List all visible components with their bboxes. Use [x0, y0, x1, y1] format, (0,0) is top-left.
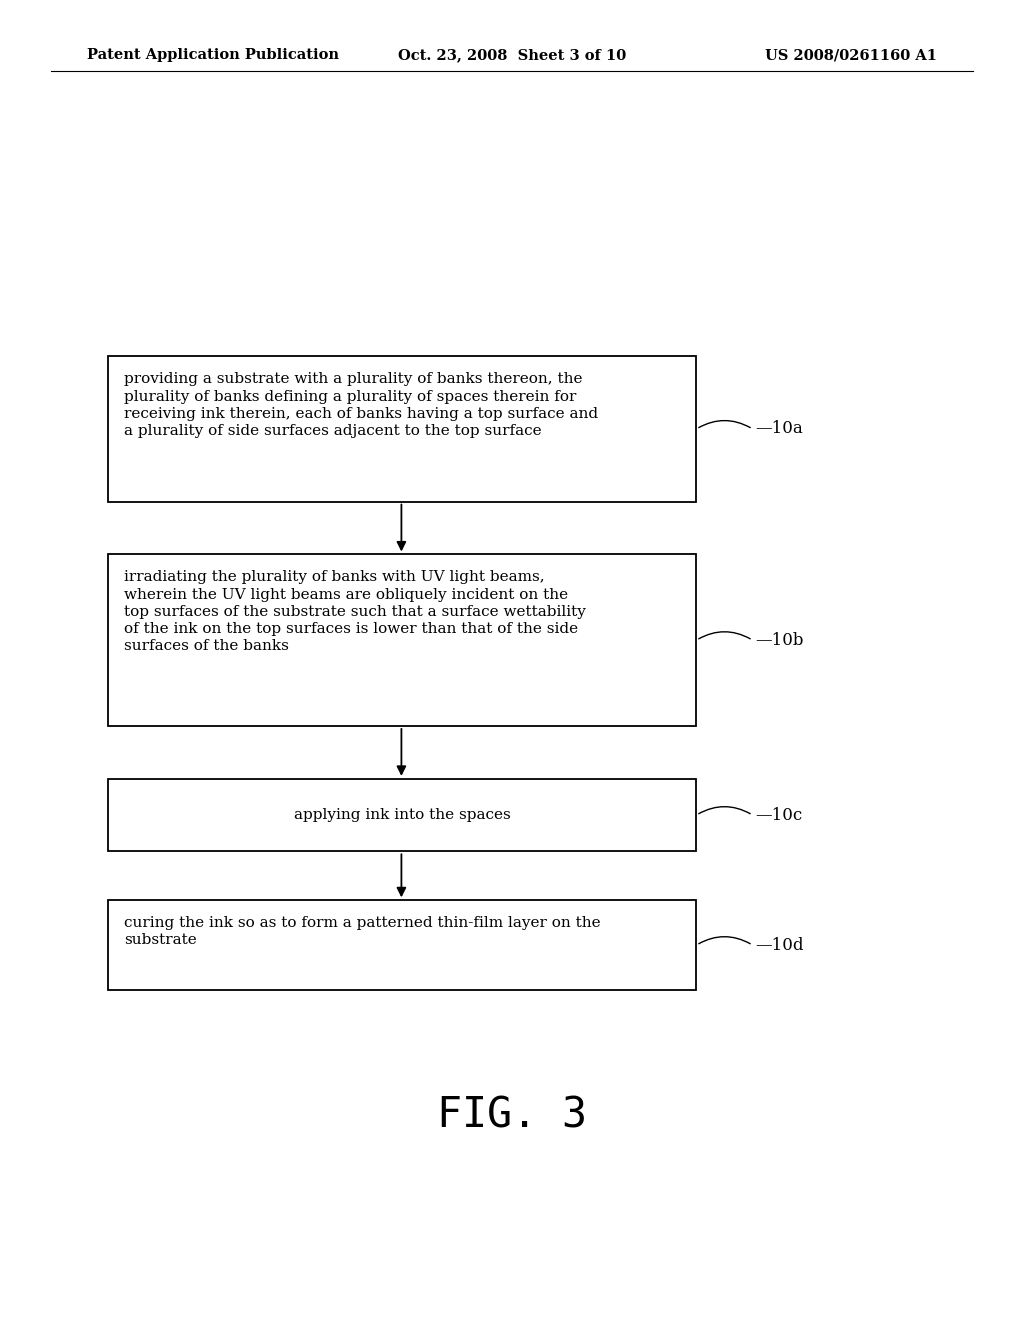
Text: irradiating the plurality of banks with UV light beams,
wherein the UV light bea: irradiating the plurality of banks with … — [124, 570, 586, 653]
Text: curing the ink so as to form a patterned thin-film layer on the
substrate: curing the ink so as to form a patterned… — [124, 916, 600, 948]
Bar — [108, 356, 696, 502]
Bar — [108, 554, 696, 726]
Text: —10c: —10c — [756, 807, 803, 824]
Text: —10d: —10d — [756, 937, 804, 953]
Bar — [108, 900, 696, 990]
Text: providing a substrate with a plurality of banks thereon, the
plurality of banks : providing a substrate with a plurality o… — [124, 372, 598, 438]
Text: Oct. 23, 2008  Sheet 3 of 10: Oct. 23, 2008 Sheet 3 of 10 — [398, 49, 626, 62]
Text: Patent Application Publication: Patent Application Publication — [87, 49, 339, 62]
Text: FIG. 3: FIG. 3 — [437, 1094, 587, 1137]
Bar — [108, 779, 696, 851]
Text: applying ink into the spaces: applying ink into the spaces — [294, 808, 510, 822]
Text: US 2008/0261160 A1: US 2008/0261160 A1 — [765, 49, 937, 62]
Text: —10b: —10b — [756, 632, 804, 648]
Text: —10a: —10a — [756, 421, 804, 437]
